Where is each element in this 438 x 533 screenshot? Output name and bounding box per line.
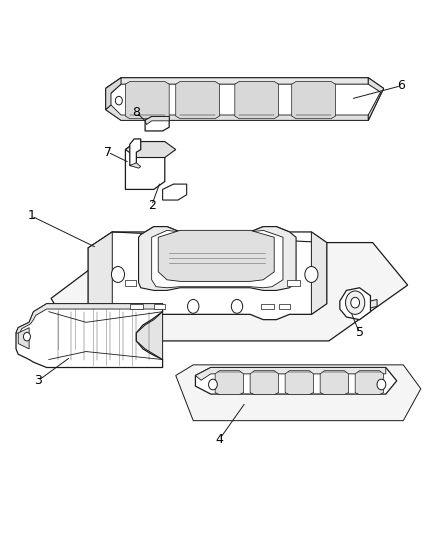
Polygon shape (106, 78, 383, 120)
Polygon shape (125, 142, 164, 189)
Polygon shape (234, 82, 278, 119)
Polygon shape (130, 139, 141, 165)
Polygon shape (287, 280, 300, 286)
Text: 8: 8 (132, 106, 140, 119)
Polygon shape (16, 304, 162, 368)
Polygon shape (195, 368, 396, 394)
Polygon shape (88, 227, 326, 320)
Circle shape (304, 266, 317, 282)
Text: 5: 5 (355, 326, 363, 340)
Circle shape (376, 379, 385, 390)
Polygon shape (278, 304, 289, 309)
Polygon shape (18, 328, 29, 349)
Polygon shape (367, 78, 383, 120)
Polygon shape (285, 370, 313, 394)
Polygon shape (136, 312, 162, 360)
Polygon shape (153, 304, 164, 309)
Polygon shape (175, 365, 420, 421)
Text: 6: 6 (396, 79, 404, 92)
Polygon shape (51, 243, 407, 341)
Polygon shape (88, 232, 112, 314)
Polygon shape (291, 82, 335, 119)
Polygon shape (125, 142, 175, 158)
Circle shape (187, 300, 198, 313)
Polygon shape (261, 304, 274, 309)
Circle shape (111, 266, 124, 282)
Polygon shape (151, 230, 283, 288)
Text: 1: 1 (27, 209, 35, 222)
Polygon shape (125, 280, 136, 286)
Polygon shape (106, 105, 367, 120)
Circle shape (350, 297, 359, 308)
Polygon shape (125, 82, 169, 119)
Polygon shape (250, 370, 278, 394)
Circle shape (23, 333, 30, 341)
Polygon shape (215, 370, 243, 394)
Circle shape (231, 300, 242, 313)
Polygon shape (145, 117, 169, 125)
Circle shape (208, 379, 217, 390)
Polygon shape (162, 184, 186, 200)
Polygon shape (339, 288, 370, 320)
Polygon shape (145, 117, 169, 131)
Polygon shape (106, 78, 121, 110)
Circle shape (345, 291, 364, 314)
Polygon shape (354, 370, 383, 394)
Text: 3: 3 (34, 374, 42, 387)
Text: 2: 2 (148, 199, 155, 212)
Polygon shape (106, 78, 367, 93)
Text: 7: 7 (104, 146, 112, 159)
Polygon shape (130, 163, 141, 168)
Polygon shape (311, 232, 326, 314)
Polygon shape (370, 300, 376, 308)
Polygon shape (158, 230, 274, 281)
Polygon shape (130, 304, 143, 309)
Polygon shape (16, 304, 162, 334)
Polygon shape (195, 368, 385, 380)
Polygon shape (319, 370, 348, 394)
Text: 4: 4 (215, 433, 223, 446)
Polygon shape (175, 82, 219, 119)
Polygon shape (138, 227, 295, 290)
Circle shape (115, 96, 122, 105)
